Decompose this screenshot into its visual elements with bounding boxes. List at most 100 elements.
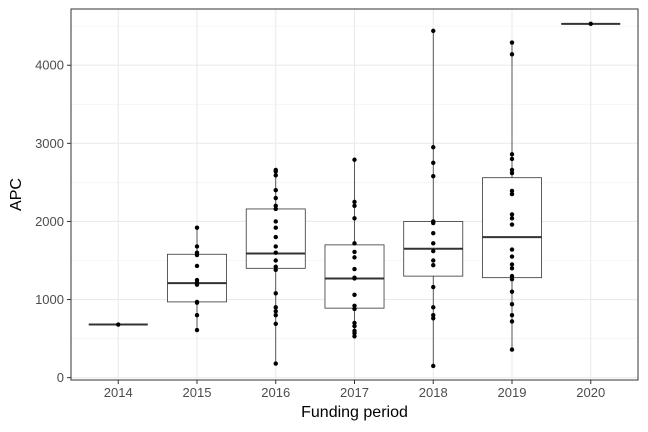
data-point bbox=[116, 322, 121, 327]
data-point bbox=[273, 244, 278, 249]
x-tick-label: 2014 bbox=[104, 385, 133, 400]
data-point bbox=[273, 264, 278, 269]
data-point bbox=[352, 334, 357, 339]
data-point bbox=[194, 327, 200, 333]
data-point bbox=[194, 299, 200, 305]
data-point bbox=[273, 305, 278, 310]
data-point bbox=[509, 212, 515, 217]
x-axis: 2014 2015 2016 2017 2018 2019 2020 bbox=[104, 380, 605, 400]
data-point bbox=[194, 244, 200, 249]
data-point bbox=[352, 203, 357, 209]
data-point bbox=[509, 222, 515, 227]
data-point bbox=[509, 170, 515, 176]
data-point bbox=[273, 219, 278, 224]
data-point bbox=[431, 160, 436, 166]
data-point bbox=[509, 262, 515, 267]
data-point bbox=[509, 312, 515, 318]
data-point bbox=[431, 28, 436, 34]
y-tick-label: 2000 bbox=[35, 214, 64, 229]
data-point bbox=[273, 167, 278, 173]
y-axis: 0 1000 2000 3000 4000 bbox=[35, 58, 71, 385]
x-tick-label: 2017 bbox=[340, 385, 369, 400]
y-tick-label: 0 bbox=[57, 370, 64, 385]
data-point bbox=[509, 266, 515, 271]
data-point bbox=[194, 277, 200, 283]
x-tick-label: 2019 bbox=[498, 385, 527, 400]
data-point bbox=[273, 234, 278, 240]
data-point bbox=[431, 258, 436, 263]
data-point bbox=[273, 312, 278, 318]
data-point bbox=[352, 306, 357, 312]
y-tick-label: 3000 bbox=[35, 136, 64, 151]
data-point bbox=[352, 323, 357, 329]
data-point bbox=[509, 347, 515, 352]
y-tick-label: 4000 bbox=[35, 58, 64, 73]
data-point bbox=[273, 173, 278, 178]
data-point bbox=[509, 216, 515, 221]
data-point bbox=[352, 320, 357, 326]
data-point bbox=[352, 199, 357, 205]
data-point bbox=[431, 248, 436, 254]
data-point bbox=[273, 258, 278, 263]
y-tick-label: 1000 bbox=[35, 292, 64, 307]
data-point bbox=[431, 284, 436, 290]
x-tick-label: 2020 bbox=[576, 385, 605, 400]
data-point bbox=[352, 266, 357, 272]
data-point bbox=[509, 302, 515, 307]
data-point bbox=[509, 188, 515, 194]
data-point bbox=[509, 40, 515, 45]
y-axis-title: APC bbox=[8, 178, 25, 211]
data-point bbox=[273, 250, 278, 255]
data-point bbox=[509, 156, 515, 162]
data-point bbox=[431, 230, 436, 236]
data-point bbox=[273, 321, 278, 326]
data-point bbox=[352, 292, 357, 298]
data-point bbox=[352, 255, 357, 260]
data-point bbox=[431, 219, 436, 224]
data-point bbox=[509, 52, 515, 57]
data-point bbox=[273, 188, 278, 193]
data-point bbox=[431, 312, 436, 318]
data-point bbox=[431, 316, 436, 321]
data-point bbox=[509, 167, 515, 173]
data-point bbox=[352, 303, 357, 308]
data-point bbox=[431, 262, 436, 268]
data-point bbox=[352, 275, 357, 280]
data-point bbox=[194, 263, 200, 269]
data-point bbox=[509, 191, 515, 197]
data-point bbox=[273, 267, 278, 273]
data-point bbox=[509, 254, 515, 259]
data-point bbox=[509, 273, 515, 279]
data-point bbox=[273, 291, 278, 296]
data-point bbox=[273, 225, 278, 230]
data-point bbox=[431, 145, 436, 150]
data-point bbox=[273, 195, 278, 201]
data-point bbox=[352, 249, 357, 255]
data-point bbox=[273, 203, 278, 209]
data-point bbox=[509, 319, 515, 324]
data-point bbox=[431, 173, 436, 179]
data-point bbox=[509, 277, 515, 282]
data-point bbox=[352, 241, 357, 246]
data-point bbox=[194, 250, 200, 255]
data-point bbox=[588, 21, 593, 27]
x-axis-title: Funding period bbox=[301, 404, 408, 421]
data-point bbox=[509, 247, 515, 252]
point-layer bbox=[116, 21, 593, 369]
x-tick-label: 2018 bbox=[419, 385, 448, 400]
data-point bbox=[431, 305, 436, 310]
data-point bbox=[352, 328, 357, 333]
x-tick-label: 2015 bbox=[183, 385, 212, 400]
x-tick-label: 2016 bbox=[261, 385, 290, 400]
data-point bbox=[509, 152, 515, 157]
data-point bbox=[273, 206, 278, 212]
data-point bbox=[273, 309, 278, 314]
data-point bbox=[352, 216, 357, 221]
data-point bbox=[509, 289, 515, 294]
data-point bbox=[194, 312, 200, 318]
data-point bbox=[273, 361, 278, 366]
data-point bbox=[352, 157, 357, 162]
data-point bbox=[194, 225, 200, 230]
data-point bbox=[431, 241, 436, 246]
